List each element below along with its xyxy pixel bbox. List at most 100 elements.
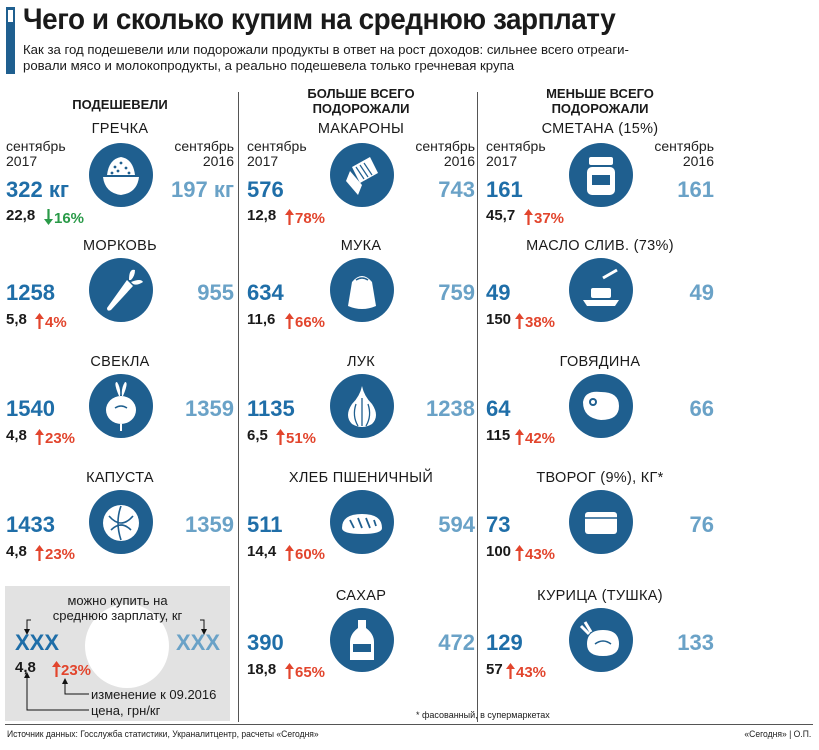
price-change-text: 65% (295, 664, 326, 681)
product-cell: СВЕКЛА 1540 1359 4,8 23% (4, 354, 236, 466)
price-change-text: 23% (45, 546, 76, 563)
sugar-bottle-icon (330, 608, 394, 672)
up-arrow-icon (285, 545, 294, 561)
product-cell: ГОВЯДИНА 64 66 115 42% (484, 354, 716, 466)
kg-2016-value: 594 (438, 512, 475, 537)
kg-2017-value: 1135 (247, 396, 295, 421)
product-cell: МУКА 634 759 11,6 66% (245, 238, 477, 350)
cabbage-icon (89, 490, 153, 554)
period-label-2017: сентябрь 2017 (6, 138, 66, 169)
product-cell: ЛУК 1135 1238 6,5 51% (245, 354, 477, 466)
price-value: 6,5 (247, 427, 268, 444)
kg-2016-value: 1359 (185, 512, 234, 537)
column-heading: МЕНЬШЕ ВСЕГО ПОДОРОЖАЛИ (484, 86, 716, 116)
price-value: 57 (486, 661, 503, 678)
up-arrow-icon (515, 313, 524, 329)
kg-2017-value: 634 (247, 280, 284, 305)
price-change: 4% (35, 311, 67, 331)
kg-2017-value: 322 кг (6, 177, 69, 202)
legend-sample-change: 23% (52, 659, 91, 679)
price-change-text: 66% (295, 314, 326, 331)
price-change-text: 23% (45, 430, 76, 447)
product-name: КУРИЦА (ТУШКА) (537, 588, 663, 604)
kg-2017-value: 1433 (6, 512, 55, 537)
credit: «Сегодня» | О.П. (744, 729, 811, 740)
kg-2016-value: 161 (677, 177, 714, 202)
price-value: 45,7 (486, 207, 516, 224)
price-change: 43% (506, 661, 546, 681)
column-heading: ПОДЕШЕВЕЛИ (4, 97, 236, 112)
up-arrow-icon (285, 663, 294, 679)
legend-can-buy-line-1: можно купить на (67, 593, 168, 608)
up-arrow-icon (515, 429, 524, 445)
kg-2017-value: 511 (247, 512, 283, 537)
period-label-2017: сентябрь 2017 (486, 138, 546, 169)
carrot-icon (89, 258, 153, 322)
page-subtitle: Как за год подешевели или подорожали про… (23, 42, 723, 74)
product-cell: КАПУСТА 1433 1359 4,8 23% (4, 470, 236, 582)
kg-2017-value: 576 (247, 177, 284, 202)
legend-box: можно купить на среднюю зарплату, кг XXX… (5, 586, 230, 721)
legend-pointer-lines (24, 619, 207, 711)
kg-2016-value: 66 (689, 396, 714, 421)
product-name: МУКА (340, 238, 382, 254)
kg-2017-value: 161 (486, 177, 523, 202)
price-change: 60% (285, 543, 325, 563)
kg-2016-value: 49 (689, 280, 714, 305)
column-heading-line: МЕНЬШЕ ВСЕГО (546, 86, 654, 101)
chicken-icon (569, 608, 633, 672)
price-change: 38% (515, 311, 555, 331)
kg-2016-value: 759 (438, 280, 475, 305)
kg-2016-value: 472 (438, 630, 475, 655)
kg-2017-value: 129 (486, 630, 523, 655)
product-name: МАСЛО СЛИВ. (73%) (526, 238, 674, 254)
product-name: ТВОРОГ (9%), КГ* (536, 470, 664, 486)
column-heading-line: ПОДОРОЖАЛИ (551, 101, 649, 116)
period-label-2017: сентябрь 2017 (247, 138, 307, 169)
price-value: 18,8 (247, 661, 277, 678)
price-value: 100 (486, 543, 512, 560)
price-change-text: 43% (516, 664, 547, 681)
price-value: 12,8 (247, 207, 277, 224)
price-value: 4,8 (6, 543, 27, 560)
product-name: САХАР (335, 588, 387, 604)
price-value: 11,6 (247, 311, 276, 328)
product-name: СМЕТАНА (15%) (541, 121, 659, 137)
product-cell: ТВОРОГ (9%), КГ* 73 76 100 43% (484, 470, 716, 582)
price-change: 43% (515, 543, 555, 563)
product-name: ЛУК (346, 354, 376, 370)
cottage-cheese-pack-icon (569, 490, 633, 554)
price-change-text: 42% (525, 430, 556, 447)
kg-2017-value: 73 (486, 512, 511, 537)
period-label-2016: сентябрь 2016 (415, 138, 475, 169)
price-change: 42% (515, 427, 555, 447)
up-arrow-icon (52, 661, 61, 677)
down-arrow-icon (44, 209, 53, 225)
product-cell: ХЛЕБ ПШЕНИЧНЫЙ 511 594 14,4 60% (245, 470, 477, 582)
legend-change-label: изменение к 09.2016 (91, 687, 217, 702)
kg-2017-value: 49 (486, 280, 511, 305)
flour-sack-icon (330, 258, 394, 322)
product-cell: САХАР 390 472 18,8 65% (245, 588, 477, 700)
price-change: 37% (524, 207, 564, 227)
column-divider (477, 92, 478, 722)
product-cell: МОРКОВЬ 1258 955 5,8 4% (4, 238, 236, 350)
price-value: 5,8 (6, 311, 27, 328)
kg-2017-value: 390 (247, 630, 284, 655)
up-arrow-icon (35, 545, 44, 561)
kg-2016-value: 955 (197, 280, 234, 305)
price-change: 51% (276, 427, 316, 447)
buckwheat-bowl-icon (89, 143, 153, 207)
up-arrow-icon (285, 313, 294, 329)
column-heading: БОЛЬШЕ ВСЕГО ПОДОРОЖАЛИ (245, 86, 477, 116)
column-heading-line: ПОДЕШЕВЕЛИ (72, 97, 168, 112)
price-change-text: 51% (286, 430, 317, 447)
price-value: 115 (486, 427, 511, 444)
up-arrow-icon (35, 313, 44, 329)
bread-loaf-icon (330, 490, 394, 554)
price-change-text: 4% (45, 314, 67, 331)
price-change-text: 37% (534, 210, 565, 227)
kg-2017-value: 1540 (6, 396, 55, 421)
up-arrow-icon (506, 663, 515, 679)
up-arrow-icon (285, 209, 294, 225)
